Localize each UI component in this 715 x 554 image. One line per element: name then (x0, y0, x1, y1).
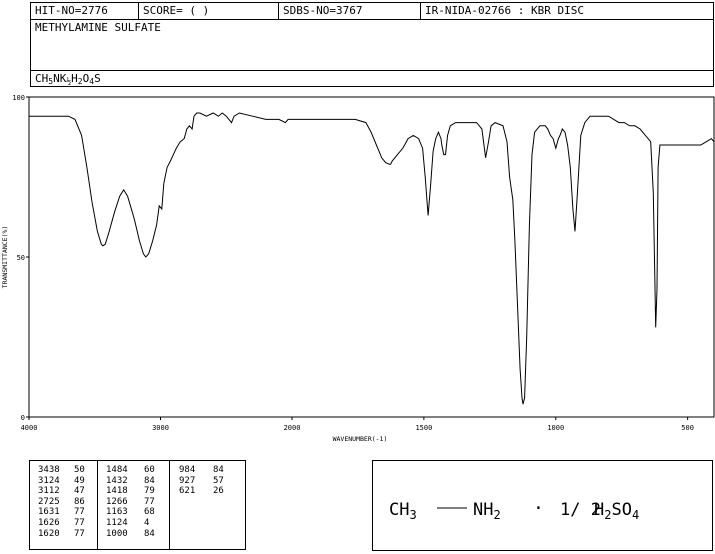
peak-wavenumber: 3438 (38, 465, 60, 475)
ir-spectrum-chart: 0 50 100 4000 3000 2000 1500 1000 500 WAVENUMBE… (1, 94, 715, 443)
nh2-label: NH (473, 500, 493, 520)
ch3-subscript: 3 (409, 508, 416, 522)
peak-wavenumber: 3124 (38, 475, 60, 486)
x-tick-label: 500 (681, 424, 694, 432)
peak-wavenumber: 1163 (106, 507, 128, 518)
header-divider (31, 19, 713, 20)
score-text: SCORE= ( ) (143, 4, 210, 17)
adduct-dot: · (533, 498, 544, 519)
compound-name: METHYLAMINE SULFATE (35, 21, 161, 34)
acid-group: H2SO4 (594, 500, 639, 522)
x-tick-label: 3000 (152, 424, 169, 432)
ir-code-text: IR-NIDA-02766 : KBR DISC (425, 4, 584, 17)
hit-number-text: HIT-NO=2776 (35, 4, 108, 17)
peak-wavenumber: 3112 (38, 486, 60, 497)
acid-char: H (594, 500, 604, 520)
peak-wavenumber: 1620 (38, 528, 60, 539)
peak-wavenumber: 1626 (38, 517, 60, 528)
ch3-label: CH (389, 500, 409, 520)
peak-transmittance: 49 (74, 475, 85, 486)
peak-wavenumber: 1418 (106, 486, 128, 497)
formula-divider (31, 70, 713, 71)
y-tick-label: 50 (17, 254, 25, 262)
structure-box: CH3 NH2 · 1/ 2 H2SO4 (372, 460, 713, 551)
peak-table-sep-1 (97, 461, 98, 549)
peak-transmittance: 47 (74, 486, 85, 497)
peak-col-3-transmittance: 84 57 26 (213, 465, 224, 497)
peak-transmittance: 84 (144, 528, 155, 539)
x-tick-label: 1000 (547, 424, 564, 432)
peak-wavenumber: 1266 (106, 496, 128, 507)
peak-transmittance: 84 (144, 475, 155, 486)
fraction: 1/ 2 (560, 500, 601, 520)
peak-table-sep-2 (169, 461, 170, 549)
peak-transmittance: 26 (213, 486, 224, 497)
y-tick-label: 100 (12, 94, 25, 102)
peak-transmittance: 79 (144, 486, 155, 497)
peak-wavenumber: 1124 (106, 517, 128, 528)
peak-transmittance: 50 (74, 465, 85, 475)
x-axis-label: WAVENUMBER(-1) (333, 435, 388, 443)
acid-char: O (622, 500, 632, 520)
peak-col-3-wavenumbers: 984 927 621 (179, 465, 195, 497)
peak-transmittance: 60 (144, 465, 155, 475)
ch3-group: CH3 (389, 500, 417, 522)
y-axis-ticks: 0 50 100 (12, 94, 29, 422)
x-tick-label: 2000 (284, 424, 301, 432)
peak-transmittance: 77 (74, 528, 85, 539)
structure-diagram: CH3 NH2 · 1/ 2 H2SO4 (389, 498, 639, 522)
peak-transmittance: 57 (213, 475, 224, 486)
y-tick-label: 0 (21, 414, 25, 422)
nh2-group: NH2 (473, 500, 501, 522)
nh2-subscript: 2 (493, 508, 500, 522)
peak-wavenumber: 1484 (106, 465, 128, 475)
peak-wavenumber: 984 (179, 465, 196, 475)
peak-transmittance: 86 (74, 496, 85, 507)
x-tick-label: 1500 (415, 424, 432, 432)
peak-transmittance: 68 (144, 507, 155, 518)
peak-transmittance: 77 (74, 507, 85, 518)
peak-transmittance: 77 (144, 496, 155, 507)
peak-wavenumber: 1631 (38, 507, 60, 518)
peak-wavenumber: 1000 (106, 528, 128, 539)
peak-transmittance: 77 (74, 517, 85, 528)
peak-col-2-wavenumbers: 1484 1432 1418 1266 1163 1124 1000 (106, 465, 128, 539)
peak-wavenumber: 1432 (106, 475, 128, 486)
spectrum-line (29, 112, 715, 405)
y-axis-label: TRANSMITTANCE(%) (1, 226, 9, 289)
acid-char: 4 (632, 508, 639, 522)
x-axis-ticks: 4000 3000 2000 1500 1000 500 (21, 417, 694, 432)
header-box: HIT-NO=2776 SCORE= ( ) SDBS-NO=3767 IR-N… (30, 2, 714, 87)
sdbs-number: SDBS-NO=3767 (279, 3, 421, 19)
acid-char: 2 (604, 508, 611, 522)
peak-col-1-transmittance: 50 49 47 86 77 77 77 (74, 465, 85, 539)
plot-frame (28, 96, 715, 418)
acid-char: S (611, 500, 621, 520)
sdbs-number-text: SDBS-NO=3767 (283, 4, 363, 17)
molecular-formula: CH5NK½H2O4S (35, 72, 101, 87)
hit-number: HIT-NO=2776 (31, 3, 139, 19)
peak-transmittance: 4 (144, 517, 150, 528)
peak-wavenumber: 621 (179, 486, 196, 497)
peak-wavenumber: 2725 (38, 496, 60, 507)
peak-transmittance: 84 (213, 465, 224, 475)
score-field: SCORE= ( ) (139, 3, 279, 19)
peak-col-1-wavenumbers: 3438 3124 3112 2725 1631 1626 1620 (38, 465, 60, 539)
peak-wavenumber: 927 (179, 475, 196, 486)
x-tick-label: 4000 (21, 424, 38, 432)
peak-table: 3438 3124 3112 2725 1631 1626 1620 50 49 47 86 77 7… (29, 460, 246, 550)
peak-col-2-transmittance: 60 84 79 77 68 4 84 (144, 465, 155, 539)
ir-code: IR-NIDA-02766 : KBR DISC (421, 3, 713, 19)
